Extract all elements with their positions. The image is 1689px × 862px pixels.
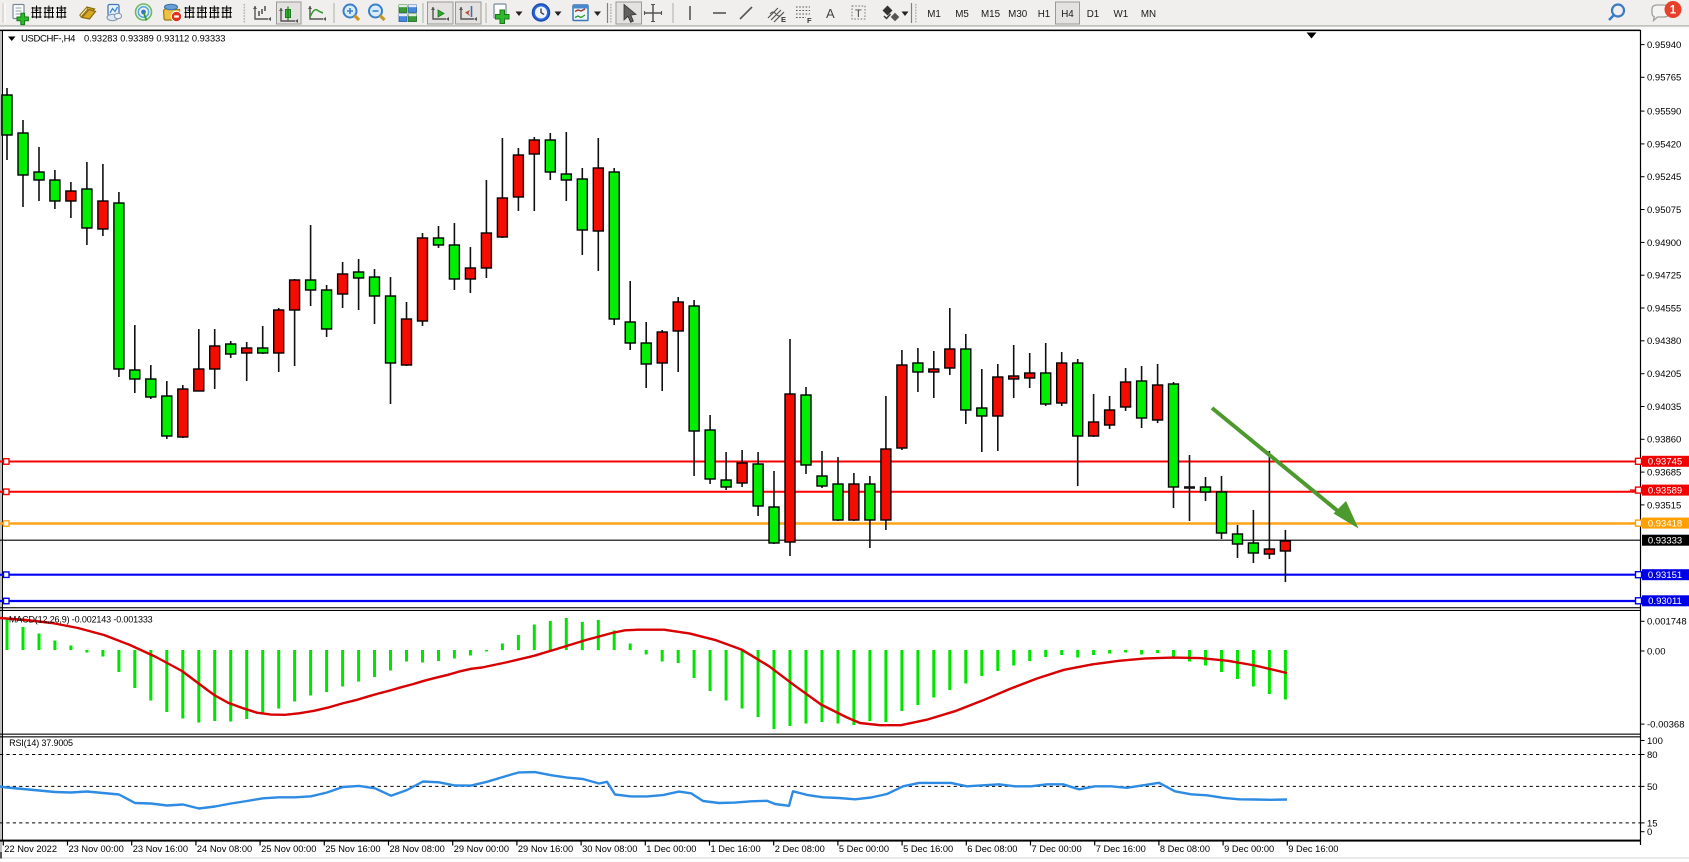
svg-text:RSI(14) 37.9005: RSI(14) 37.9005 <box>9 738 73 748</box>
svg-text:0.94555: 0.94555 <box>1647 303 1681 314</box>
svg-text:80: 80 <box>1647 750 1658 761</box>
svg-text:MN: MN <box>1141 9 1156 20</box>
svg-text:0.00: 0.00 <box>1647 646 1666 657</box>
svg-text:E: E <box>781 15 786 24</box>
svg-text:0.95940: 0.95940 <box>1647 40 1681 51</box>
svg-text:0.93011: 0.93011 <box>1648 596 1682 607</box>
svg-text:H4: H4 <box>1061 9 1074 20</box>
svg-text:T: T <box>855 8 862 20</box>
svg-text:0.001748: 0.001748 <box>1647 617 1687 628</box>
svg-text:50: 50 <box>1647 782 1658 793</box>
svg-text:-0.00368: -0.00368 <box>1647 720 1685 731</box>
svg-text:0.95765: 0.95765 <box>1647 73 1681 84</box>
svg-text:7 Dec 16:00: 7 Dec 16:00 <box>1096 844 1146 854</box>
svg-text:1 Dec 16:00: 1 Dec 16:00 <box>711 844 761 854</box>
svg-text:0.95590: 0.95590 <box>1647 107 1681 118</box>
svg-text:8 Dec 08:00: 8 Dec 08:00 <box>1160 844 1210 854</box>
svg-text:2 Dec 08:00: 2 Dec 08:00 <box>775 844 825 854</box>
svg-text:F: F <box>807 16 812 25</box>
svg-text:0.95075: 0.95075 <box>1647 205 1681 216</box>
svg-text:M15: M15 <box>981 9 1001 20</box>
svg-text:7 Dec 00:00: 7 Dec 00:00 <box>1032 844 1082 854</box>
svg-text:0.93333: 0.93333 <box>1648 536 1682 547</box>
svg-text:29 Nov 16:00: 29 Nov 16:00 <box>518 844 573 854</box>
svg-text:D1: D1 <box>1087 9 1100 20</box>
svg-text:M30: M30 <box>1008 9 1028 20</box>
svg-text:M1: M1 <box>927 9 941 20</box>
svg-text:5 Dec 00:00: 5 Dec 00:00 <box>839 844 889 854</box>
svg-text:9 Dec 16:00: 9 Dec 16:00 <box>1288 844 1338 854</box>
svg-text:25 Nov 16:00: 25 Nov 16:00 <box>325 844 380 854</box>
svg-text:0.94380: 0.94380 <box>1647 336 1681 347</box>
svg-text:9 Dec 00:00: 9 Dec 00:00 <box>1224 844 1274 854</box>
svg-text:0.94035: 0.94035 <box>1647 402 1681 413</box>
svg-text:30 Nov 08:00: 30 Nov 08:00 <box>582 844 637 854</box>
svg-text:0.93685: 0.93685 <box>1647 468 1681 479</box>
svg-text:0.95245: 0.95245 <box>1647 172 1681 183</box>
svg-text:H1: H1 <box>1038 9 1051 20</box>
svg-text:0.93283 0.93389 0.93112 0.9333: 0.93283 0.93389 0.93112 0.93333 <box>84 34 225 44</box>
svg-text:0.94900: 0.94900 <box>1647 238 1681 249</box>
svg-text:0.93151: 0.93151 <box>1648 570 1682 581</box>
svg-text:25 Nov 00:00: 25 Nov 00:00 <box>261 844 316 854</box>
svg-text:6 Dec 08:00: 6 Dec 08:00 <box>967 844 1017 854</box>
svg-text:1: 1 <box>1670 5 1677 17</box>
svg-text:0.94725: 0.94725 <box>1647 271 1681 282</box>
svg-text:29 Nov 00:00: 29 Nov 00:00 <box>454 844 509 854</box>
svg-text:0.93860: 0.93860 <box>1647 435 1681 446</box>
svg-text:5 Dec 16:00: 5 Dec 16:00 <box>903 844 953 854</box>
svg-text:USDCHF-,H4: USDCHF-,H4 <box>21 34 75 45</box>
svg-text:0.95420: 0.95420 <box>1647 139 1681 150</box>
svg-text:0: 0 <box>1647 827 1652 838</box>
svg-text:22 Nov 2022: 22 Nov 2022 <box>4 844 57 854</box>
svg-text:0.93745: 0.93745 <box>1648 457 1682 468</box>
svg-text:W1: W1 <box>1114 9 1129 20</box>
svg-text:M5: M5 <box>955 9 969 20</box>
svg-text:0.93515: 0.93515 <box>1647 500 1681 511</box>
svg-text:23 Nov 00:00: 23 Nov 00:00 <box>69 844 124 854</box>
svg-text:0.94205: 0.94205 <box>1647 369 1681 380</box>
svg-text:28 Nov 08:00: 28 Nov 08:00 <box>390 844 445 854</box>
svg-text:24 Nov 08:00: 24 Nov 08:00 <box>197 844 252 854</box>
svg-text:0.93418: 0.93418 <box>1648 519 1682 530</box>
svg-text:1 Dec 00:00: 1 Dec 00:00 <box>646 844 696 854</box>
svg-text:100: 100 <box>1647 736 1663 747</box>
svg-text:15: 15 <box>1647 818 1658 829</box>
svg-text:0.93589: 0.93589 <box>1648 486 1682 497</box>
svg-text:23 Nov 16:00: 23 Nov 16:00 <box>133 844 188 854</box>
svg-text:A: A <box>826 6 835 21</box>
svg-text:MACD(12,26,9) -0.002143 -0.001: MACD(12,26,9) -0.002143 -0.001333 <box>9 614 153 624</box>
